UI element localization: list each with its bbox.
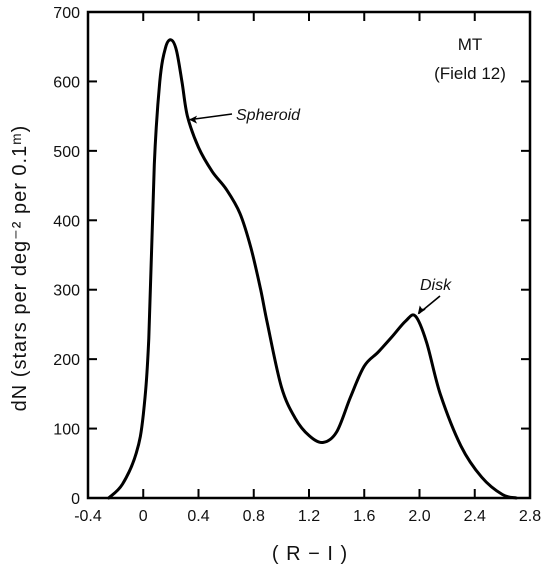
x-tick-label-8: 2.8 <box>519 508 541 525</box>
x-axis-title: ( R − I ) <box>272 543 348 565</box>
x-tick-label-0: -0.4 <box>74 508 102 525</box>
x-tick-label-5: 1.6 <box>353 508 375 525</box>
plot-frame <box>86 10 532 500</box>
ticks <box>87 11 531 499</box>
axes <box>86 10 532 500</box>
x-tick-labels: -0.4 0 0.4 0.8 1.2 1.6 2.0 2.4 2.8 <box>74 508 541 525</box>
annotation-spheroid: Spheroid <box>236 107 301 124</box>
distribution-curve <box>107 38 518 500</box>
x-tick-label-6: 2.0 <box>408 508 430 525</box>
spheroid-arrow-line <box>189 113 233 121</box>
annotation-arrows <box>189 113 441 315</box>
annotation-mt: MT <box>458 35 483 54</box>
y-tick-label-0: 0 <box>71 491 80 508</box>
y-tick-label-3: 300 <box>53 283 80 300</box>
y-tick-label-4: 400 <box>53 213 80 230</box>
y-tick-label-7: 700 <box>53 5 80 22</box>
x-tick-label-4: 1.2 <box>298 508 320 525</box>
annotation-field: (Field 12) <box>434 64 506 83</box>
spheroid-arrowhead <box>189 115 198 124</box>
x-tick-label-7: 2.4 <box>464 508 486 525</box>
y-axis-title: dN (stars per deg⁻² per 0.1ᵐ) <box>9 125 31 412</box>
y-tick-label-5: 500 <box>53 144 80 161</box>
y-tick-label-2: 200 <box>53 352 80 369</box>
x-tick-label-1: 0 <box>139 508 148 525</box>
disk-arrowhead <box>417 305 426 315</box>
annotation-disk: Disk <box>420 277 452 294</box>
y-tick-label-1: 100 <box>53 422 80 439</box>
y-tick-label-6: 600 <box>53 74 80 91</box>
x-tick-label-3: 0.8 <box>243 508 265 525</box>
y-tick-labels: 0 100 200 300 400 500 600 700 <box>53 5 80 508</box>
x-tick-label-2: 0.4 <box>187 508 209 525</box>
